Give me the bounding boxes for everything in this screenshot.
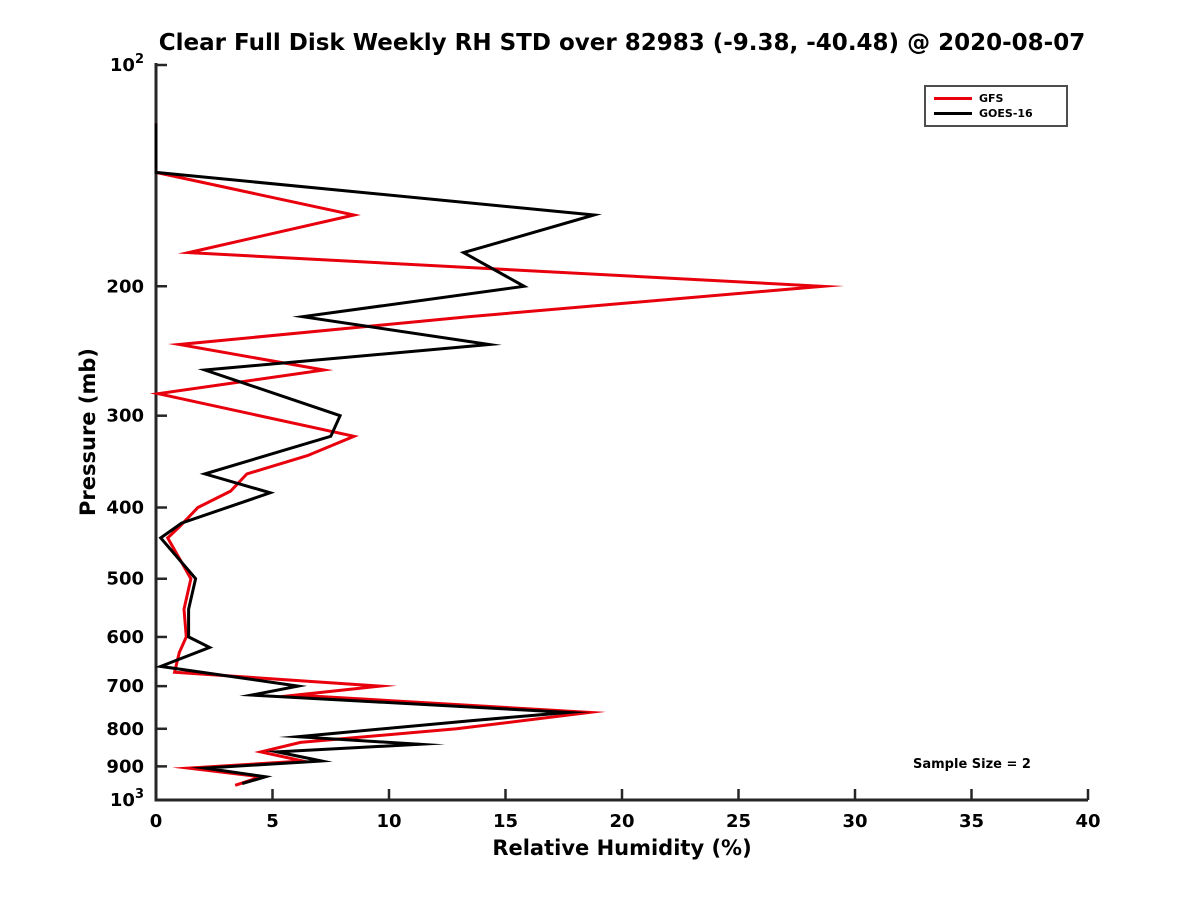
y-tick-label: 300 bbox=[106, 406, 144, 427]
y-axis-label: Pressure (mb) bbox=[76, 348, 100, 516]
x-tick-label: 20 bbox=[609, 811, 634, 832]
x-tick-label: 35 bbox=[959, 811, 984, 832]
y-tick-label: 800 bbox=[106, 719, 144, 740]
x-tick-label: 30 bbox=[842, 811, 867, 832]
x-tick-label: 5 bbox=[266, 811, 279, 832]
y-tick-label: 200 bbox=[106, 276, 144, 297]
x-tick-label: 25 bbox=[726, 811, 751, 832]
x-tick-label: 10 bbox=[376, 811, 401, 832]
x-axis: 0 5 10 15 20 25 30 35 40 bbox=[150, 789, 1101, 832]
y-tick-label: 400 bbox=[106, 498, 144, 519]
legend-row-goes16: GOES-16 bbox=[934, 106, 1060, 121]
y-tick-label: 900 bbox=[106, 756, 144, 777]
x-axis-label: Relative Humidity (%) bbox=[492, 836, 752, 860]
y-tick-label: 500 bbox=[106, 569, 144, 590]
legend-row-gfs: GFS bbox=[934, 91, 1060, 106]
gfs-line-swatch bbox=[934, 97, 972, 100]
x-tick-label: 15 bbox=[493, 811, 518, 832]
y-tick-label: 700 bbox=[106, 676, 144, 697]
y-tick-label: 102 bbox=[110, 52, 144, 76]
goes16-line bbox=[154, 123, 602, 786]
legend: GFS GOES-16 bbox=[924, 85, 1068, 127]
y-tick-label: 103 bbox=[110, 787, 144, 811]
x-tick-label: 0 bbox=[150, 811, 163, 832]
x-tick-label: 40 bbox=[1075, 811, 1100, 832]
gfs-line bbox=[149, 123, 845, 787]
y-axis: 102 200 300 400 500 600 700 800 900 103 bbox=[106, 52, 167, 811]
legend-label-goes16: GOES-16 bbox=[979, 107, 1033, 120]
y-tick-label: 600 bbox=[106, 627, 144, 648]
sample-size-annotation: Sample Size = 2 bbox=[913, 757, 1031, 772]
goes16-line-swatch bbox=[934, 112, 972, 115]
legend-label-gfs: GFS bbox=[979, 92, 1004, 105]
chart-title: Clear Full Disk Weekly RH STD over 82983… bbox=[158, 30, 1086, 56]
